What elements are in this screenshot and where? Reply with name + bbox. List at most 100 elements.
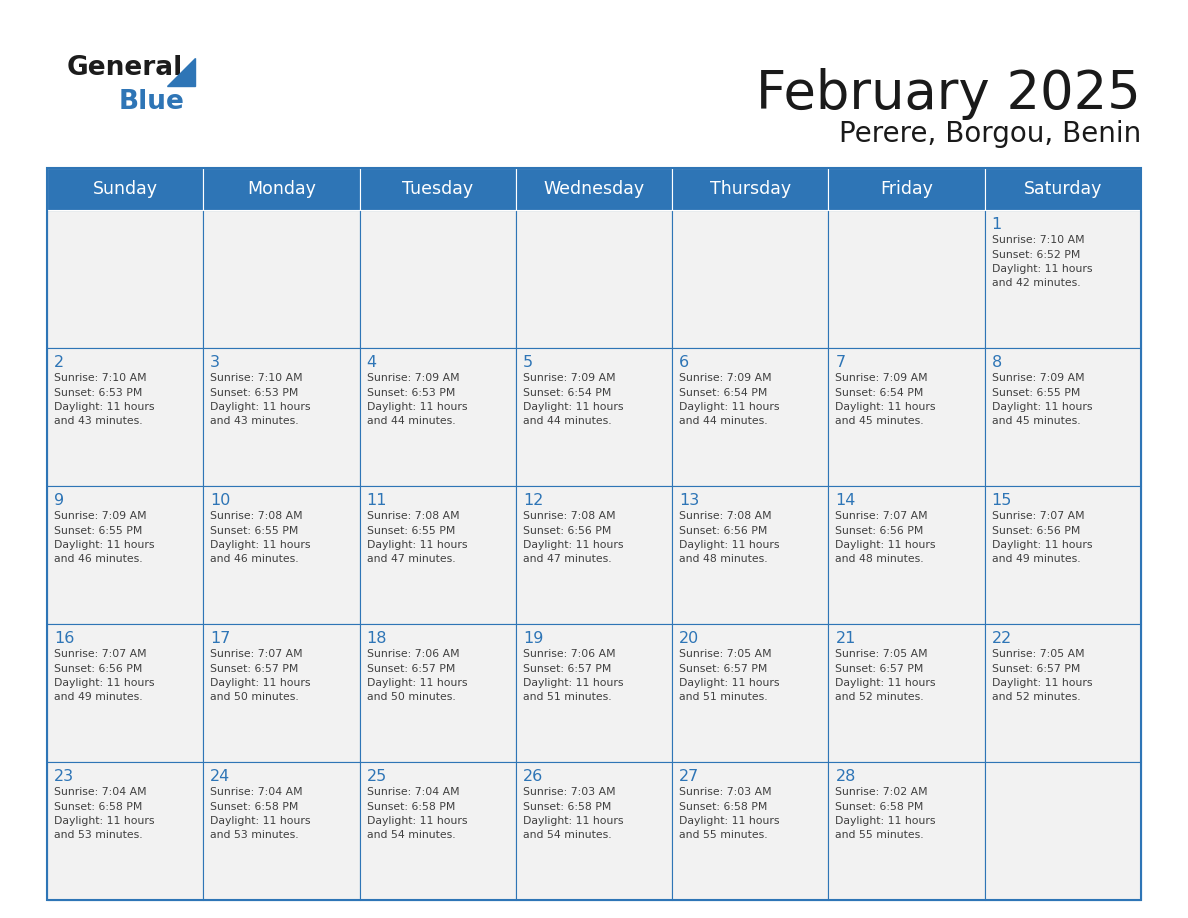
Text: Sunrise: 7:06 AM: Sunrise: 7:06 AM xyxy=(523,649,615,659)
Bar xyxy=(48,762,203,900)
Text: and 54 minutes.: and 54 minutes. xyxy=(367,831,455,841)
Text: 8: 8 xyxy=(992,355,1001,370)
Text: Sunrise: 7:07 AM: Sunrise: 7:07 AM xyxy=(992,511,1085,521)
Text: Daylight: 11 hours: Daylight: 11 hours xyxy=(210,816,311,826)
Bar xyxy=(48,168,203,210)
Text: and 45 minutes.: and 45 minutes. xyxy=(992,417,1080,427)
Bar xyxy=(985,348,1140,486)
Text: Monday: Monday xyxy=(247,180,316,198)
Text: 14: 14 xyxy=(835,493,855,508)
Text: and 44 minutes.: and 44 minutes. xyxy=(367,417,455,427)
Bar xyxy=(985,168,1140,210)
Text: 9: 9 xyxy=(53,493,64,508)
Bar xyxy=(516,168,672,210)
Text: 19: 19 xyxy=(523,631,543,646)
Text: Daylight: 11 hours: Daylight: 11 hours xyxy=(835,678,936,688)
Text: 25: 25 xyxy=(367,769,387,784)
Text: Daylight: 11 hours: Daylight: 11 hours xyxy=(367,678,467,688)
Text: Sunset: 6:54 PM: Sunset: 6:54 PM xyxy=(523,387,612,397)
Text: Sunset: 6:58 PM: Sunset: 6:58 PM xyxy=(835,801,924,812)
Text: and 51 minutes.: and 51 minutes. xyxy=(523,692,612,702)
Text: and 48 minutes.: and 48 minutes. xyxy=(680,554,767,565)
Text: Sunrise: 7:07 AM: Sunrise: 7:07 AM xyxy=(210,649,303,659)
Text: Sunrise: 7:02 AM: Sunrise: 7:02 AM xyxy=(835,787,928,797)
Text: Sunset: 6:58 PM: Sunset: 6:58 PM xyxy=(367,801,455,812)
Bar xyxy=(516,762,672,900)
Bar xyxy=(203,168,360,210)
Text: 1: 1 xyxy=(992,217,1001,232)
Text: and 55 minutes.: and 55 minutes. xyxy=(835,831,924,841)
Text: Daylight: 11 hours: Daylight: 11 hours xyxy=(680,540,779,550)
Text: 3: 3 xyxy=(210,355,220,370)
Text: Sunset: 6:57 PM: Sunset: 6:57 PM xyxy=(835,664,924,674)
Text: Sunrise: 7:03 AM: Sunrise: 7:03 AM xyxy=(680,787,772,797)
Bar xyxy=(203,486,360,624)
Text: Daylight: 11 hours: Daylight: 11 hours xyxy=(367,402,467,412)
Text: 18: 18 xyxy=(367,631,387,646)
Bar xyxy=(828,210,985,348)
Text: and 50 minutes.: and 50 minutes. xyxy=(210,692,299,702)
Text: Sunset: 6:55 PM: Sunset: 6:55 PM xyxy=(53,525,143,535)
Text: Sunset: 6:58 PM: Sunset: 6:58 PM xyxy=(210,801,298,812)
Bar xyxy=(48,624,203,762)
Bar xyxy=(360,168,516,210)
Text: Daylight: 11 hours: Daylight: 11 hours xyxy=(523,402,624,412)
Text: Sunrise: 7:10 AM: Sunrise: 7:10 AM xyxy=(992,235,1085,245)
Bar xyxy=(516,210,672,348)
Text: Daylight: 11 hours: Daylight: 11 hours xyxy=(992,264,1092,274)
Bar xyxy=(360,624,516,762)
Text: and 54 minutes.: and 54 minutes. xyxy=(523,831,612,841)
Bar xyxy=(360,762,516,900)
Text: Sunrise: 7:09 AM: Sunrise: 7:09 AM xyxy=(523,373,615,383)
Text: Daylight: 11 hours: Daylight: 11 hours xyxy=(523,816,624,826)
Bar xyxy=(828,624,985,762)
Text: 23: 23 xyxy=(53,769,74,784)
Text: Tuesday: Tuesday xyxy=(403,180,473,198)
Text: Daylight: 11 hours: Daylight: 11 hours xyxy=(680,678,779,688)
Text: Sunrise: 7:08 AM: Sunrise: 7:08 AM xyxy=(523,511,615,521)
Text: Sunset: 6:56 PM: Sunset: 6:56 PM xyxy=(523,525,612,535)
Text: 12: 12 xyxy=(523,493,543,508)
Bar xyxy=(985,762,1140,900)
Bar xyxy=(672,624,828,762)
Text: Sunset: 6:56 PM: Sunset: 6:56 PM xyxy=(835,525,924,535)
Bar xyxy=(360,486,516,624)
Text: Sunrise: 7:03 AM: Sunrise: 7:03 AM xyxy=(523,787,615,797)
Text: Sunset: 6:58 PM: Sunset: 6:58 PM xyxy=(53,801,143,812)
Text: Wednesday: Wednesday xyxy=(543,180,645,198)
Text: Daylight: 11 hours: Daylight: 11 hours xyxy=(210,678,311,688)
Text: Sunset: 6:57 PM: Sunset: 6:57 PM xyxy=(992,664,1080,674)
Text: Daylight: 11 hours: Daylight: 11 hours xyxy=(523,678,624,688)
Text: 21: 21 xyxy=(835,631,855,646)
Text: Sunset: 6:57 PM: Sunset: 6:57 PM xyxy=(210,664,298,674)
Text: Sunday: Sunday xyxy=(93,180,158,198)
Text: Sunset: 6:57 PM: Sunset: 6:57 PM xyxy=(680,664,767,674)
Text: Sunrise: 7:04 AM: Sunrise: 7:04 AM xyxy=(210,787,303,797)
Text: Sunrise: 7:07 AM: Sunrise: 7:07 AM xyxy=(53,649,146,659)
Text: Daylight: 11 hours: Daylight: 11 hours xyxy=(835,540,936,550)
Text: Sunset: 6:54 PM: Sunset: 6:54 PM xyxy=(835,387,924,397)
Text: Sunset: 6:56 PM: Sunset: 6:56 PM xyxy=(992,525,1080,535)
Text: 22: 22 xyxy=(992,631,1012,646)
Bar xyxy=(360,210,516,348)
Text: Blue: Blue xyxy=(119,89,185,115)
Text: Daylight: 11 hours: Daylight: 11 hours xyxy=(992,678,1092,688)
Text: Sunrise: 7:09 AM: Sunrise: 7:09 AM xyxy=(992,373,1085,383)
Text: 4: 4 xyxy=(367,355,377,370)
Text: Daylight: 11 hours: Daylight: 11 hours xyxy=(523,540,624,550)
Bar xyxy=(203,348,360,486)
Bar xyxy=(828,486,985,624)
Bar xyxy=(516,624,672,762)
Text: Sunset: 6:56 PM: Sunset: 6:56 PM xyxy=(53,664,143,674)
Bar xyxy=(985,486,1140,624)
Bar xyxy=(672,210,828,348)
Text: and 49 minutes.: and 49 minutes. xyxy=(53,692,143,702)
Text: 20: 20 xyxy=(680,631,700,646)
Text: Daylight: 11 hours: Daylight: 11 hours xyxy=(53,816,154,826)
Text: Sunset: 6:57 PM: Sunset: 6:57 PM xyxy=(367,664,455,674)
Text: Daylight: 11 hours: Daylight: 11 hours xyxy=(367,540,467,550)
Text: 16: 16 xyxy=(53,631,75,646)
Text: and 50 minutes.: and 50 minutes. xyxy=(367,692,455,702)
Text: and 47 minutes.: and 47 minutes. xyxy=(367,554,455,565)
Bar xyxy=(828,168,985,210)
